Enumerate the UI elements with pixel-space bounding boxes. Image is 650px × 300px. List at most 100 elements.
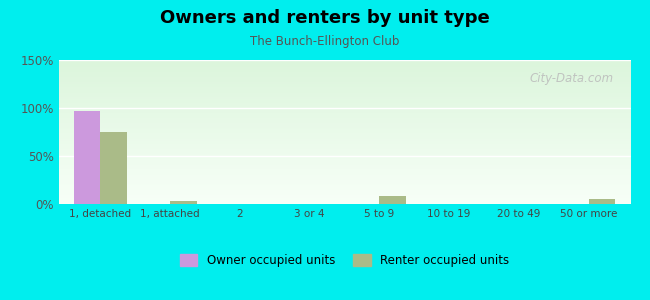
Bar — [58, 155, 630, 157]
Bar — [58, 132, 630, 134]
Bar — [58, 146, 630, 148]
Bar — [58, 67, 630, 69]
Bar — [58, 125, 630, 126]
Bar — [589, 199, 615, 204]
Bar — [58, 130, 630, 132]
Bar — [58, 158, 630, 159]
Bar — [58, 103, 630, 105]
Bar — [58, 92, 630, 93]
Bar — [58, 197, 630, 198]
Bar — [58, 141, 630, 142]
Bar — [58, 136, 630, 138]
Bar — [58, 177, 630, 178]
Bar — [58, 105, 630, 106]
Bar — [58, 60, 630, 61]
Bar — [58, 171, 630, 172]
Bar — [58, 69, 630, 70]
Bar — [58, 100, 630, 102]
Bar — [58, 134, 630, 135]
Bar — [58, 139, 630, 141]
Bar — [58, 98, 630, 99]
Bar — [58, 63, 630, 64]
Bar — [58, 198, 630, 200]
Bar — [58, 174, 630, 175]
Bar — [58, 90, 630, 92]
Bar — [58, 122, 630, 123]
Bar — [100, 132, 127, 204]
Bar — [58, 164, 630, 165]
Bar — [58, 157, 630, 158]
Bar — [58, 61, 630, 63]
Bar — [58, 106, 630, 107]
Bar — [58, 185, 630, 187]
Bar — [58, 145, 630, 146]
Bar — [380, 196, 406, 204]
Bar — [58, 73, 630, 74]
Text: The Bunch-Ellington Club: The Bunch-Ellington Club — [250, 34, 400, 47]
Bar — [58, 167, 630, 168]
Bar — [58, 76, 630, 77]
Bar — [58, 202, 630, 204]
Bar — [58, 85, 630, 86]
Bar — [58, 187, 630, 188]
Bar — [58, 159, 630, 161]
Bar — [58, 201, 630, 202]
Bar — [58, 191, 630, 193]
Bar — [58, 102, 630, 103]
Bar — [58, 138, 630, 139]
Bar — [58, 112, 630, 113]
Bar — [58, 200, 630, 201]
Bar — [58, 87, 630, 89]
Bar — [58, 152, 630, 154]
Bar — [58, 188, 630, 190]
Bar — [58, 116, 630, 118]
Bar — [58, 129, 630, 130]
Bar — [58, 149, 630, 151]
Bar — [58, 194, 630, 195]
Bar — [58, 195, 630, 197]
Bar — [58, 77, 630, 79]
Bar — [58, 93, 630, 94]
Text: Owners and renters by unit type: Owners and renters by unit type — [160, 9, 490, 27]
Bar — [58, 135, 630, 136]
Bar — [58, 99, 630, 100]
Bar — [58, 165, 630, 166]
Bar — [58, 80, 630, 82]
Bar — [58, 154, 630, 155]
Bar — [58, 70, 630, 71]
Text: City-Data.com: City-Data.com — [529, 71, 614, 85]
Bar — [170, 201, 196, 204]
Bar — [58, 168, 630, 170]
Bar — [58, 175, 630, 177]
Bar — [58, 126, 630, 128]
Bar — [58, 96, 630, 98]
Bar — [58, 148, 630, 149]
Bar — [58, 119, 630, 121]
Bar — [58, 83, 630, 85]
Bar — [58, 181, 630, 182]
Bar — [58, 113, 630, 115]
Bar — [58, 74, 630, 76]
Bar — [58, 172, 630, 174]
Bar — [58, 118, 630, 119]
Bar — [58, 193, 630, 194]
Bar — [58, 110, 630, 112]
Bar — [58, 107, 630, 109]
Bar — [58, 121, 630, 122]
Legend: Owner occupied units, Renter occupied units: Owner occupied units, Renter occupied un… — [180, 254, 509, 267]
Bar — [58, 123, 630, 125]
Bar — [74, 111, 100, 204]
Bar — [58, 128, 630, 129]
Bar — [58, 86, 630, 87]
Bar — [58, 89, 630, 90]
Bar — [58, 162, 630, 164]
Bar — [58, 71, 630, 73]
Bar — [58, 64, 630, 66]
Bar — [58, 94, 630, 96]
Bar — [58, 178, 630, 179]
Bar — [58, 82, 630, 83]
Bar — [58, 179, 630, 181]
Bar — [58, 161, 630, 162]
Bar — [58, 182, 630, 184]
Bar — [58, 66, 630, 67]
